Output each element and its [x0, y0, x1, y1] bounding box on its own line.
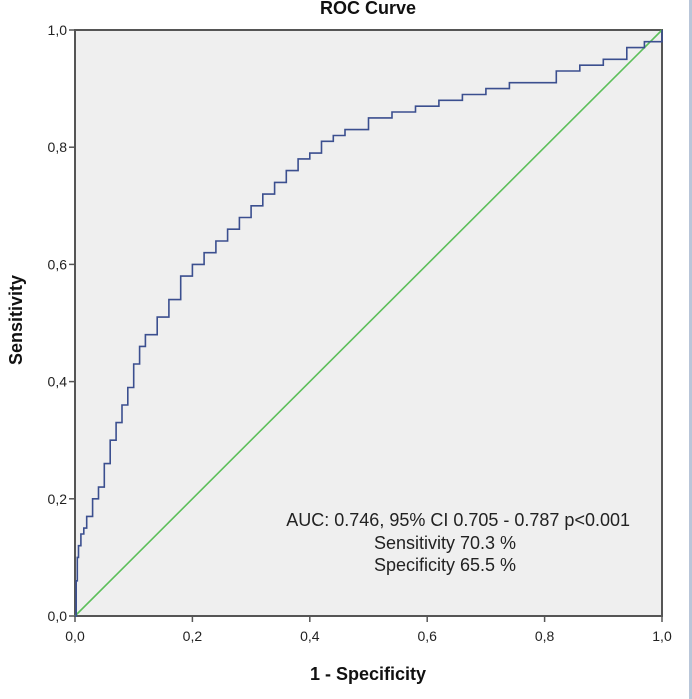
y-tick-label: 1,0 [48, 22, 68, 38]
x-tick-label: 0,0 [65, 628, 85, 644]
y-tick-label: 0,6 [48, 256, 68, 272]
x-axis-ticks: 0,0 0,2 0,4 0,6 0,8 1,0 [65, 616, 672, 644]
window-edge [689, 0, 692, 699]
y-tick-label: 0,4 [48, 374, 68, 390]
annotation-sensitivity: Sensitivity 70.3 % [374, 533, 516, 553]
roc-curve-line [75, 30, 663, 617]
x-tick-label: 0,2 [183, 628, 203, 644]
x-tick-label: 0,4 [300, 628, 320, 644]
y-axis-ticks: 0,0 0,2 0,4 0,6 0,8 1,0 [48, 22, 75, 624]
annotation-auc: AUC: 0.746, 95% CI 0.705 - 0.787 p<0.001 [286, 510, 630, 530]
chart-title: ROC Curve [320, 0, 416, 18]
annotation-specificity: Specificity 65.5 % [374, 555, 516, 575]
reference-diagonal-line [74, 29, 663, 617]
y-tick-label: 0,0 [48, 608, 68, 624]
y-axis-label: Sensitivity [6, 275, 26, 365]
y-tick-label: 0,2 [48, 491, 68, 507]
x-tick-label: 0,8 [535, 628, 555, 644]
x-tick-label: 0,6 [417, 628, 437, 644]
y-tick-label: 0,8 [48, 139, 68, 155]
x-axis-label: 1 - Specificity [310, 664, 426, 684]
x-tick-label: 1,0 [652, 628, 672, 644]
